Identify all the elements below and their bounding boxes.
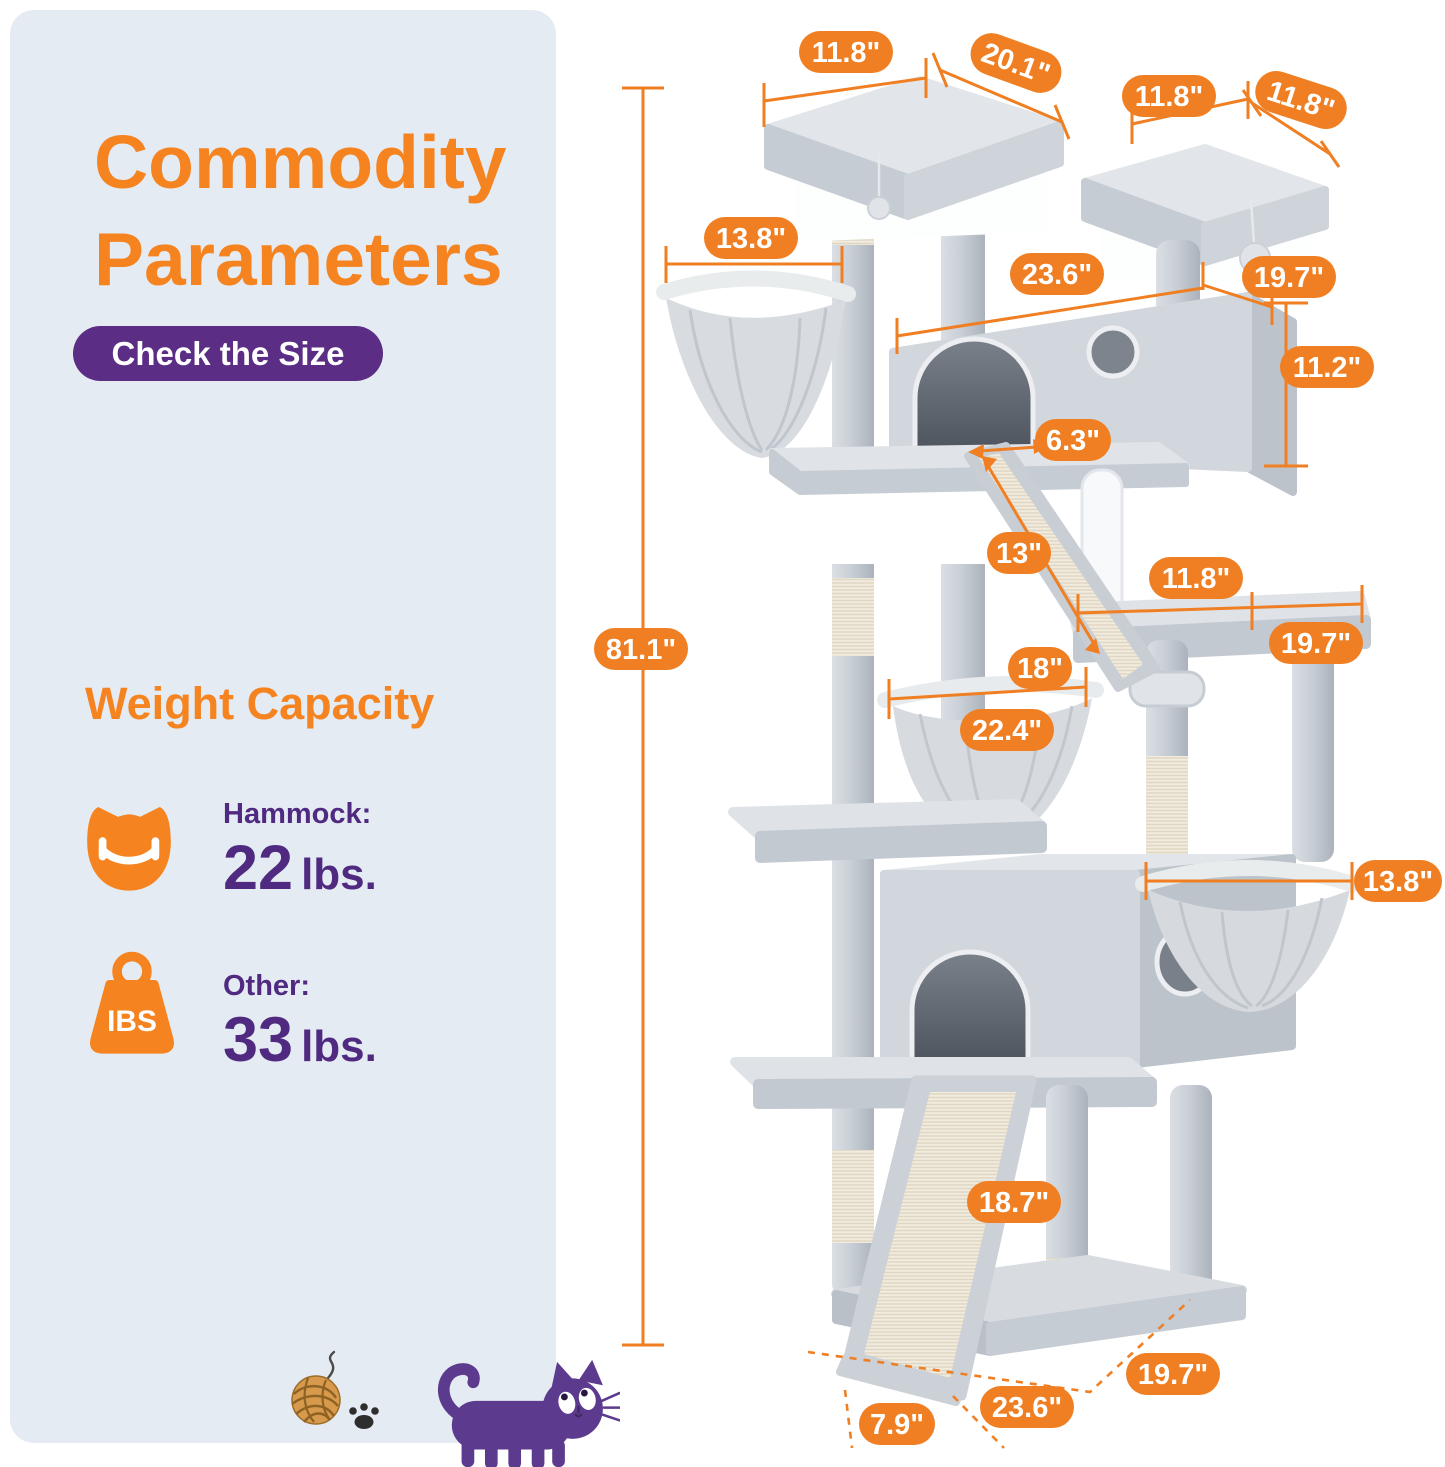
- dim-label-base-width: 23.6": [980, 1386, 1074, 1428]
- dim-label-hammock-platform-width: 18": [1008, 647, 1072, 689]
- svg-text:11.8": 11.8": [812, 37, 881, 69]
- dim-label-upper-condo-width: 23.6": [1010, 253, 1104, 295]
- title-line-2: Parameters: [94, 217, 503, 301]
- dim-line-scratcher-width: [843, 1389, 1005, 1449]
- svg-text:19.7": 19.7": [1138, 1359, 1208, 1391]
- dim-label-scratcher-length: 18.7": [967, 1181, 1061, 1223]
- size-badge: Check the Size: [73, 326, 383, 381]
- top-left-platform: [764, 76, 1064, 220]
- paw-print-icon: [349, 1403, 379, 1429]
- dim-line-hammock: [887, 667, 1088, 719]
- info-panel: Commodity Parameters Check the Size Weig…: [10, 10, 556, 1443]
- yarn-ball-icon: [291, 1350, 341, 1425]
- svg-text:11.8": 11.8": [1135, 81, 1204, 113]
- svg-text:13.8": 13.8": [1363, 866, 1433, 898]
- svg-text:7.9": 7.9": [870, 1409, 924, 1441]
- dim-label-lower-basket-width: 13.8": [1354, 860, 1442, 902]
- dim-label-base-depth: 19.7": [1126, 1353, 1220, 1395]
- svg-text:81.1": 81.1": [606, 634, 676, 666]
- other-capacity-number: 33: [223, 1005, 294, 1075]
- upper-condo-arch-door: [912, 336, 1036, 455]
- page-title: Commodity Parameters: [94, 114, 507, 308]
- other-capacity-label: Other:: [223, 970, 310, 1002]
- dim-label-hammock-width: 22.4": [960, 709, 1054, 751]
- cat-hammock-icon: [87, 807, 171, 891]
- ibs-icon-text: IBS: [107, 1005, 157, 1038]
- svg-text:13.8": 13.8": [716, 223, 786, 255]
- dim-label-total-height: 81.1": [594, 628, 688, 670]
- cat-tree-illustration: [656, 76, 1371, 1406]
- svg-text:22.4": 22.4": [972, 715, 1042, 747]
- dim-line-base: [807, 1299, 1191, 1394]
- weight-capacity-heading: Weight Capacity: [85, 678, 435, 729]
- dim-line-lower-basket: [1144, 862, 1354, 900]
- dim-label-top-right-platform-depth: 11.8": [1255, 70, 1347, 130]
- dim-line-upper-condo-height: [1264, 301, 1308, 468]
- svg-text:6.3": 6.3": [1046, 425, 1100, 457]
- purple-cat-icon: [437, 1359, 620, 1467]
- dim-line-upper-basket: [664, 246, 844, 283]
- dim-label-mid-platform-width: 11.8": [1149, 557, 1243, 599]
- mid-post: [1128, 640, 1206, 872]
- svg-text:19.7": 19.7": [1281, 628, 1351, 660]
- hammock-capacity-unit: lbs.: [301, 850, 377, 899]
- other-capacity-value: 33 lbs.: [223, 1004, 377, 1076]
- svg-text:13": 13": [996, 538, 1042, 570]
- other-capacity-unit: lbs.: [301, 1022, 377, 1071]
- hammock-side-platform: [728, 799, 1047, 863]
- svg-text:18": 18": [1017, 653, 1063, 685]
- dim-label-top-left-platform-width: 20.1": [970, 33, 1062, 93]
- dim-line-total-height: [622, 86, 664, 1347]
- upper-condo-window: [1086, 325, 1140, 379]
- dim-label-top-left-platform-depth: 11.8": [799, 31, 893, 73]
- weight-ibs-icon: IBS: [90, 951, 174, 1054]
- dim-line-top-left: [762, 52, 1071, 140]
- svg-text:23.6": 23.6": [1022, 259, 1092, 291]
- svg-text:11.8": 11.8": [1162, 563, 1231, 595]
- lower-basket: [1135, 860, 1360, 1012]
- hammock-capacity-value: 22 lbs.: [223, 832, 377, 904]
- svg-text:19.7": 19.7": [1254, 262, 1324, 294]
- scratcher-ramp: [836, 1075, 1037, 1406]
- lower-condo-arch-door: [909, 949, 1031, 1067]
- dim-label-upper-basket-width: 13.8": [704, 217, 798, 259]
- hammock-capacity-label: Hammock:: [223, 798, 372, 830]
- dim-label-mid-platform-depth: 19.7": [1269, 622, 1363, 664]
- title-line-1: Commodity: [94, 120, 507, 204]
- upper-basket: [656, 270, 856, 458]
- hanging-pom-left: [867, 150, 891, 220]
- dim-label-upper-ramp-length: 13": [987, 532, 1051, 574]
- dim-label-upper-ramp-width: 6.3": [1035, 419, 1111, 461]
- svg-text:18.7": 18.7": [979, 1187, 1049, 1219]
- upper-condo: [889, 292, 1297, 496]
- dimension-labels: 11.8" 20.1" 11.8" 11.8" 13.8" 23.6": [594, 31, 1442, 1445]
- dim-label-upper-condo-depth: 19.7": [1242, 256, 1336, 298]
- dim-label-upper-condo-height: 11.2": [1280, 346, 1374, 388]
- dim-label-top-right-platform-width: 11.8": [1122, 75, 1216, 117]
- top-right-platform: [1081, 144, 1329, 266]
- right-post: [1292, 650, 1334, 862]
- dim-line-mid-platform: [1076, 585, 1364, 632]
- left-tall-post: [832, 190, 874, 1298]
- svg-text:23.6": 23.6": [992, 1392, 1062, 1424]
- hammock-capacity-number: 22: [223, 833, 294, 903]
- svg-text:11.2": 11.2": [1293, 352, 1362, 384]
- dim-label-scratcher-width: 7.9": [859, 1403, 935, 1445]
